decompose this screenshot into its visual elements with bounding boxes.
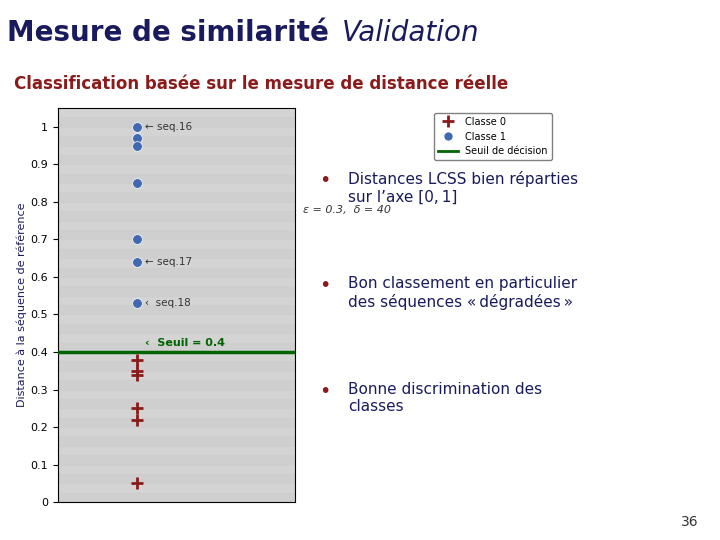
Text: Bon classement en particulier
des séquences « dégradées »: Bon classement en particulier des séquen…	[348, 276, 577, 310]
Bar	[58, 474, 295, 483]
Text: •: •	[319, 171, 330, 190]
Bar	[58, 136, 295, 146]
Text: Mesure de similarité: Mesure de similarité	[7, 19, 329, 47]
Text: ‹  seq.18: ‹ seq.18	[145, 298, 191, 308]
Text: ε = 0.3,  δ = 40: ε = 0.3, δ = 40	[303, 205, 391, 215]
Bar	[58, 192, 295, 202]
Bar	[58, 343, 295, 352]
Text: Bonne discrimination des
classes: Bonne discrimination des classes	[348, 382, 542, 414]
Bar	[58, 267, 295, 277]
Bar	[58, 155, 295, 164]
Bar	[58, 418, 295, 427]
Bar	[58, 305, 295, 314]
Bar	[58, 361, 295, 371]
Bar	[58, 399, 295, 408]
Text: ‹  Seuil = 0.4: ‹ Seuil = 0.4	[145, 338, 225, 348]
Bar	[58, 286, 295, 296]
Text: 36: 36	[681, 515, 698, 529]
Bar	[58, 174, 295, 183]
Text: Distances LCSS bien réparties
sur l’axe [0, 1]: Distances LCSS bien réparties sur l’axe …	[348, 171, 578, 205]
Bar	[58, 493, 295, 502]
Text: ← seq.16: ← seq.16	[145, 122, 192, 132]
Bar	[58, 211, 295, 221]
Bar	[58, 380, 295, 389]
Text: ← seq.17: ← seq.17	[145, 257, 192, 267]
Bar	[58, 249, 295, 258]
Text: Validation: Validation	[342, 19, 480, 47]
Bar	[58, 455, 295, 464]
Y-axis label: Distance à la séquence de référence: Distance à la séquence de référence	[17, 203, 27, 407]
Bar	[58, 230, 295, 239]
Text: Classification basée sur le mesure de distance réelle: Classification basée sur le mesure de di…	[14, 75, 508, 93]
Bar	[58, 436, 295, 446]
Text: •: •	[319, 276, 330, 295]
Legend: Classe 0, Classe 1, Seuil de décision: Classe 0, Classe 1, Seuil de décision	[434, 113, 552, 160]
Bar	[58, 117, 295, 127]
Text: •: •	[319, 382, 330, 401]
Bar	[58, 324, 295, 333]
